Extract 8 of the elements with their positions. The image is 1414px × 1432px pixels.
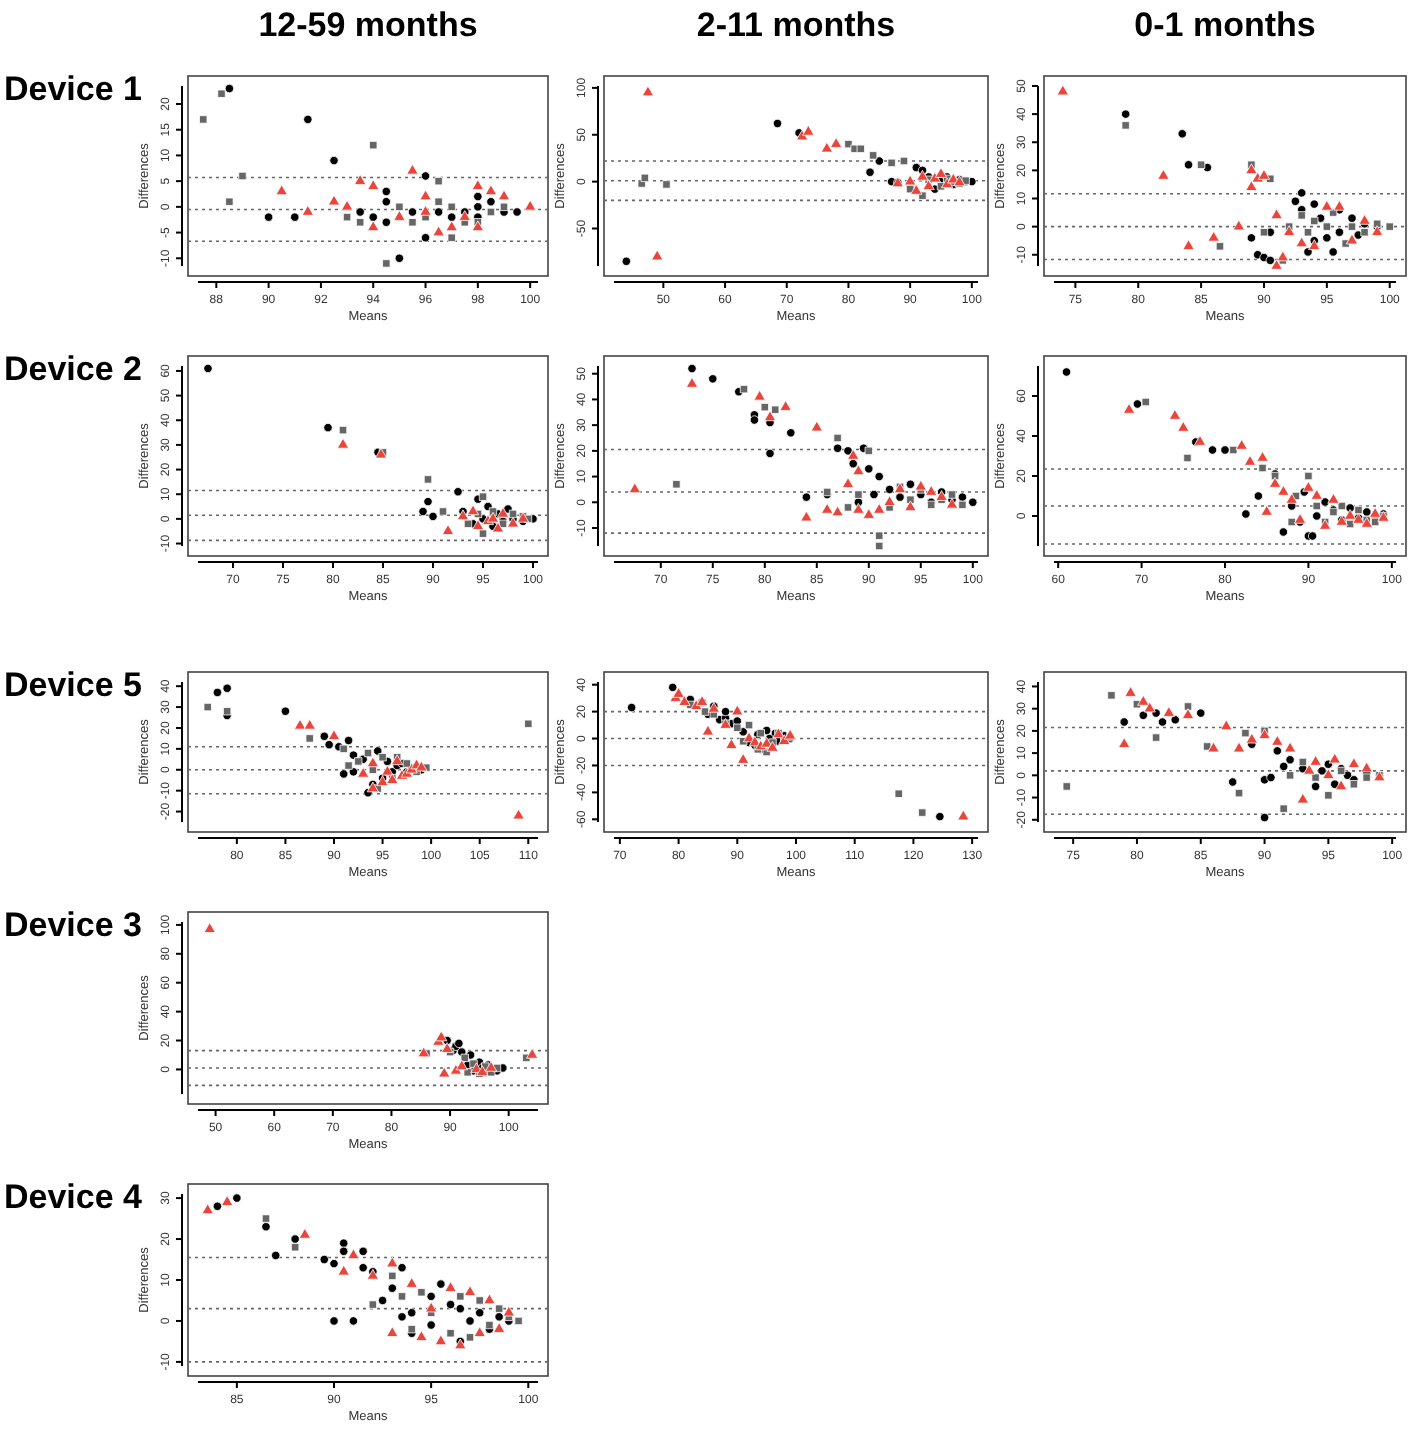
chart-title: 0-1 months — [1134, 6, 1316, 44]
text: Device 5 — [4, 666, 142, 704]
chart-title: 2-11 months — [696, 6, 896, 44]
text: Device 1 — [4, 70, 142, 108]
text: Device 4 — [4, 1178, 144, 1216]
chart-title: 12-59 months — [258, 6, 478, 44]
text: Device 2 — [4, 350, 142, 388]
text: Device 3 — [4, 906, 142, 944]
